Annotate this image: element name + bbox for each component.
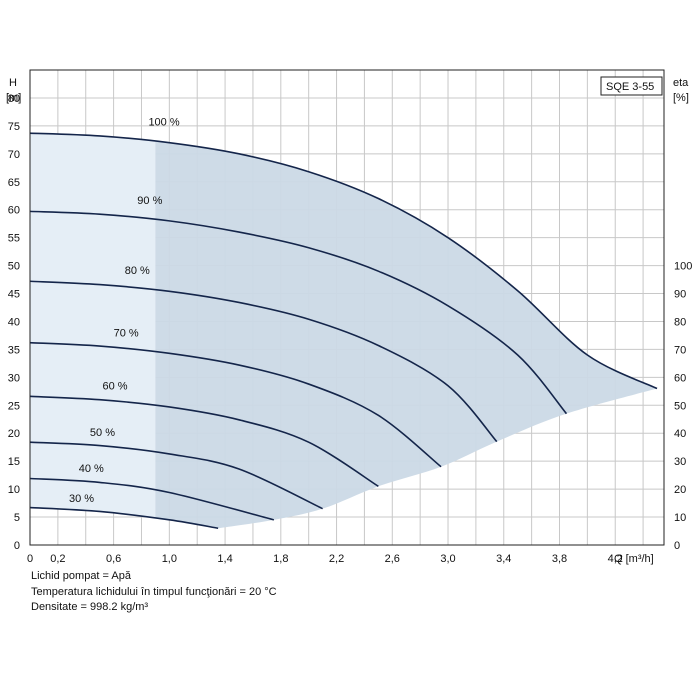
curve-label-80: 80 % [125, 265, 150, 277]
x-tick-label: 3,8 [552, 553, 567, 565]
curve-label-100: 100 % [148, 117, 179, 129]
curve-30-percent [29, 506, 219, 530]
y-right-label-eta: eta [673, 77, 689, 89]
plot-border [29, 69, 665, 546]
x-axis-ticks: 0 0,2 0,6 1,0 1,4 1,8 2,2 2,6 3,0 3,4 3,8 4,2 [27, 553, 623, 565]
y-left-tick-label: 30 [8, 372, 20, 384]
curve-label-30: 30 % [69, 493, 94, 505]
y-left-label-unit: [m] [6, 92, 21, 104]
curve-90-percent [29, 210, 568, 415]
y-left-tick-label: 40 [8, 316, 20, 328]
x-tick-label: 0 [27, 553, 33, 565]
curve-label-70: 70 % [114, 327, 139, 339]
operating-region-light [30, 133, 156, 518]
curve-70-percent [29, 341, 442, 468]
x-tick-label: 3,4 [496, 553, 511, 565]
curve-100-percent [29, 132, 658, 390]
y-left-tick-label: 65 [8, 177, 20, 189]
x-tick-label: 0,6 [106, 553, 121, 565]
x-tick-label: 1,4 [217, 553, 232, 565]
y-left-label-h: H [9, 77, 17, 89]
y-left-tick-label: 50 [8, 261, 20, 273]
curve-80-percent [29, 280, 498, 443]
x-tick-label: 1,0 [162, 553, 177, 565]
y-left-tick-label: 0 [14, 540, 20, 552]
y-left-axis-ticks: 0 5 10 15 20 25 30 35 40 45 50 55 60 65 70 75 80 [8, 93, 20, 552]
y-right-tick-label: 80 [674, 316, 686, 328]
y-right-tick-label: 50 [674, 400, 686, 412]
y-left-tick-label: 5 [14, 512, 20, 524]
y-right-tick-label: 90 [674, 289, 686, 301]
y-right-tick-label: 40 [674, 428, 686, 440]
plot-frame [29, 69, 665, 546]
y-right-tick-label: 70 [674, 344, 686, 356]
y-left-tick-label: 35 [8, 344, 20, 356]
curves [29, 132, 658, 530]
curve-label-90: 90 % [137, 195, 162, 207]
curve-labels: 100 % 90 % 80 % 70 % 60 % 50 % 40 % 30 % [69, 117, 180, 505]
x-tick-label: 2,2 [329, 553, 344, 565]
y-left-tick-label: 45 [8, 289, 20, 301]
note-liquid: Lichid pompat = Apă [31, 570, 131, 582]
y-right-axis-ticks: 0 10 20 30 40 50 60 70 80 90 100 [674, 261, 692, 552]
y-right-tick-label: 100 [674, 261, 692, 273]
x-tick-label: 2,6 [385, 553, 400, 565]
y-left-tick-label: 10 [8, 484, 20, 496]
curve-60-percent [29, 395, 379, 487]
note-temperature: Temperatura lichidului în timpul funcţio… [31, 585, 277, 598]
y-left-tick-label: 25 [8, 400, 20, 412]
y-right-tick-label: 60 [674, 372, 686, 384]
curve-50-percent [29, 441, 323, 510]
x-tick-label: 1,8 [273, 553, 288, 565]
curve-label-60: 60 % [102, 380, 127, 392]
curve-40-percent [29, 477, 275, 521]
x-tick-label: 4,2 [608, 553, 623, 565]
y-left-tick-label: 60 [8, 205, 20, 217]
curve-label-50: 50 % [90, 427, 115, 439]
y-right-tick-label: 10 [674, 512, 686, 524]
y-left-tick-label: 20 [8, 428, 20, 440]
y-right-label-unit: [%] [673, 92, 689, 104]
model-label-box [600, 76, 663, 96]
y-left-tick-label: 15 [8, 456, 20, 468]
y-right-tick-label: 0 [674, 540, 680, 552]
notes: Lichid pompat = Apă Temperatura lichidul… [31, 569, 277, 616]
y-left-tick-label: 80 [8, 93, 20, 105]
y-left-tick-label: 55 [8, 233, 20, 245]
x-tick-label: 0,2 [50, 553, 65, 565]
model-label: SQE 3-55 [606, 81, 654, 93]
y-right-tick-label: 20 [674, 484, 686, 496]
x-axis-label: Q [m³/h] [614, 553, 654, 565]
y-left-tick-label: 75 [8, 121, 20, 133]
y-right-tick-label: 30 [674, 456, 686, 468]
x-tick-label: 3,0 [440, 553, 455, 565]
note-density: Densitate = 998.2 kg/m³ [31, 601, 149, 613]
curve-label-40: 40 % [79, 463, 104, 475]
y-left-tick-label: 70 [8, 149, 20, 161]
